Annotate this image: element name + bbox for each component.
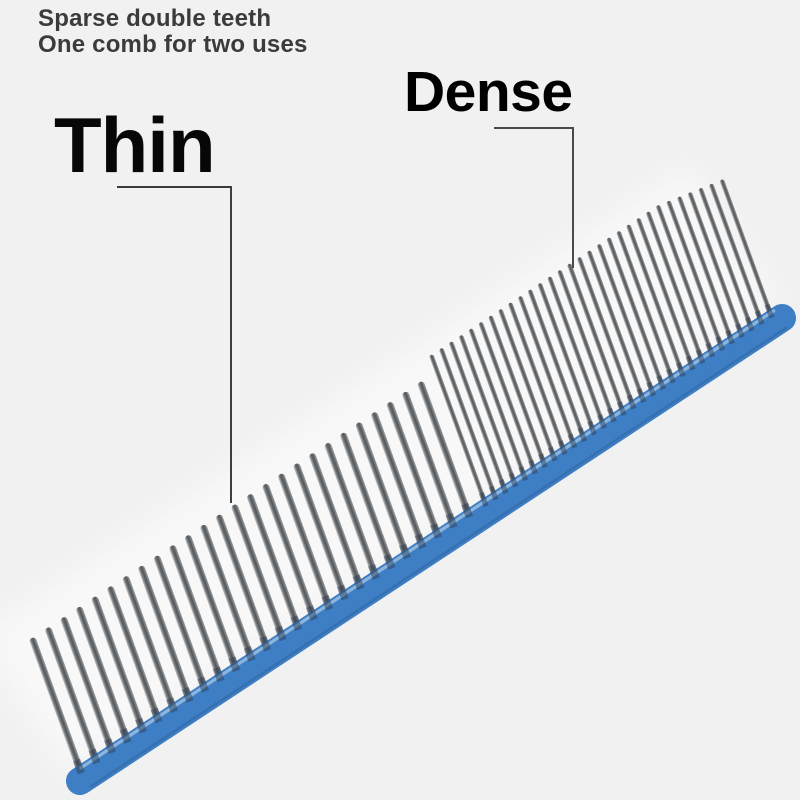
tooth-pin — [709, 183, 771, 344]
tooth-pin — [488, 315, 554, 487]
tooth-pin — [518, 296, 584, 467]
tooth-pin — [508, 302, 574, 474]
tooth-pin — [247, 494, 308, 649]
tooth-pin — [91, 596, 153, 752]
tooth-pin — [656, 205, 722, 376]
dense-pointer-line — [494, 127, 574, 268]
tooth-pin — [185, 535, 246, 690]
spine-bottom-shadow — [89, 326, 788, 788]
tooth-pin — [231, 504, 293, 660]
tooth-pin — [646, 211, 712, 383]
tooth-pin — [355, 422, 417, 578]
tooth-pin — [459, 335, 525, 506]
backlight-glow — [0, 166, 778, 772]
tooth-pin — [478, 322, 544, 493]
tooth-pin — [200, 524, 262, 680]
spine-top-highlight — [79, 309, 776, 770]
tooth-pin — [547, 276, 613, 448]
tooth-pin — [528, 289, 594, 461]
label-dense: Dense — [404, 60, 573, 124]
tooth-pin — [636, 218, 702, 389]
dense-teeth — [429, 179, 781, 526]
tooth-pin — [468, 328, 534, 500]
tooth-pin — [439, 348, 505, 519]
tooth-pin — [557, 270, 623, 441]
tooth-pin — [122, 576, 184, 731]
tooth-pin — [216, 514, 277, 670]
tooth-pin — [154, 555, 215, 711]
tooth-pin — [616, 231, 682, 402]
tooth-pin — [107, 586, 169, 741]
tooth-pin — [324, 443, 386, 598]
tooth-pin — [278, 473, 339, 629]
tooth-pin — [29, 637, 91, 793]
tooth-pin — [340, 432, 401, 588]
tooth-pin — [577, 257, 643, 428]
tooth-pin — [262, 484, 324, 639]
tooth-pin — [402, 391, 464, 547]
tooth-pin — [60, 617, 122, 772]
tooth-pin — [597, 244, 663, 415]
tooth-pin — [371, 412, 432, 567]
caption-line-1: Sparse double teeth — [38, 5, 272, 32]
tooth-pin — [626, 224, 692, 396]
tooth-pin — [45, 627, 106, 782]
tooth-pin — [498, 309, 564, 480]
tooth-pin — [688, 192, 751, 357]
header-caption: Sparse double teeth One comb for two use… — [38, 6, 308, 58]
tooth-pin — [537, 283, 603, 454]
teeth — [29, 179, 781, 793]
tooth-pin — [169, 545, 231, 700]
tooth-pin — [567, 263, 633, 435]
tooth-pin — [386, 402, 448, 557]
tooth-pin — [587, 250, 653, 422]
label-thin: Thin — [54, 101, 216, 189]
tooth-pin — [720, 179, 781, 337]
tooth-pin — [606, 237, 672, 409]
tooth-pin — [429, 354, 495, 526]
tooth-pin — [666, 200, 731, 370]
tooth-pin — [677, 196, 741, 363]
caption-line-2: One comb for two uses — [38, 31, 308, 58]
tooth-pin — [76, 606, 137, 762]
comb-spine — [66, 304, 796, 795]
tooth-pin — [449, 341, 515, 513]
tooth-pin — [417, 381, 479, 537]
tooth-pin — [309, 453, 370, 608]
tooth-pin — [138, 565, 200, 721]
tooth-pin — [698, 188, 761, 350]
thin-pointer-line — [117, 186, 232, 503]
teeth-roots — [72, 303, 775, 775]
tooth-pin — [293, 463, 355, 619]
sparse-teeth — [29, 381, 479, 793]
